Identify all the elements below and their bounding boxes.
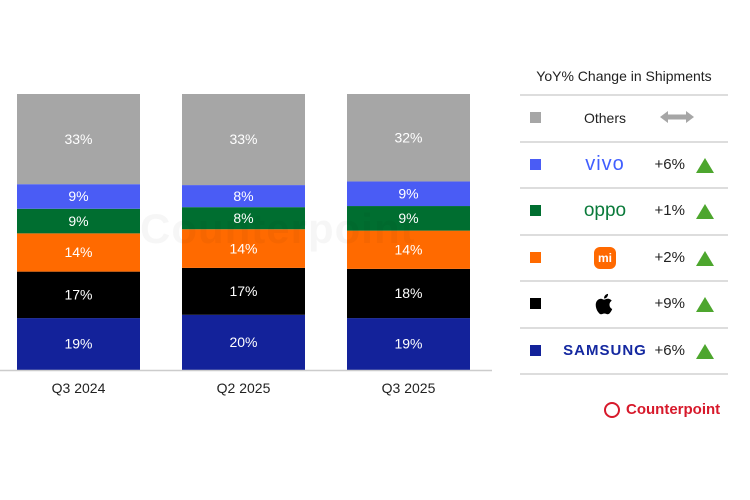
oppo-change: +1% bbox=[654, 202, 685, 219]
samsung-swatch bbox=[530, 344, 541, 356]
data-label: 8% bbox=[233, 210, 253, 226]
legend-row-samsung: SAMSUNG +6% bbox=[520, 329, 728, 375]
up-triangle-icon bbox=[696, 297, 714, 312]
bar-segment-oppo bbox=[182, 207, 305, 230]
bar-segment-xiaomi bbox=[347, 230, 470, 269]
bar-segment-others bbox=[347, 94, 470, 182]
data-label: 17% bbox=[229, 283, 257, 299]
data-label: 9% bbox=[398, 185, 418, 201]
bar-segment-xiaomi bbox=[182, 229, 305, 268]
legend-row-apple: +9% bbox=[520, 282, 728, 329]
bar-segment-samsung bbox=[17, 318, 140, 370]
up-triangle-icon bbox=[696, 343, 714, 359]
xiaomi-swatch bbox=[530, 251, 541, 263]
samsung-logo: SAMSUNG bbox=[563, 342, 647, 359]
double-arrow-icon bbox=[660, 111, 694, 123]
bar-segment-vivo bbox=[182, 185, 305, 208]
bar-segment-others bbox=[17, 94, 140, 185]
counterpoint-logo: Counterpoint bbox=[604, 401, 720, 418]
stacked-bar-chart: 19% 17% 14% 9% 9% 33% Q3 2024 20% 17% 14% 8% 8% 33% Q… bbox=[0, 94, 492, 396]
data-label: 19% bbox=[64, 336, 92, 352]
oppo-swatch bbox=[530, 205, 541, 216]
legend-title: YoY% Change in Shipments bbox=[520, 60, 728, 96]
data-label: 17% bbox=[64, 287, 92, 303]
x-tick-label: Q3 2025 bbox=[382, 380, 436, 396]
data-label: 33% bbox=[64, 131, 92, 147]
data-label: 32% bbox=[394, 129, 422, 145]
data-label: 19% bbox=[394, 336, 422, 352]
data-label: 9% bbox=[398, 210, 418, 226]
vivo-change: +6% bbox=[654, 155, 685, 173]
apple-change: +9% bbox=[654, 295, 685, 312]
vivo-swatch bbox=[530, 158, 541, 170]
up-triangle-icon bbox=[696, 157, 714, 173]
data-label: 9% bbox=[68, 188, 88, 204]
bar-segment-oppo bbox=[17, 208, 140, 234]
bar-segment-xiaomi bbox=[17, 233, 140, 272]
counterpoint-logo-icon bbox=[604, 401, 620, 418]
bar-segment-samsung bbox=[182, 314, 305, 370]
bar-segment-vivo bbox=[347, 181, 470, 207]
bar-segment-oppo bbox=[347, 206, 470, 231]
oppo-logo: oppo bbox=[583, 200, 627, 221]
data-label: 18% bbox=[394, 285, 422, 301]
xiaomi-logo: mi bbox=[560, 236, 650, 280]
data-label: 8% bbox=[233, 188, 253, 204]
x-tick-label: Q2 2025 bbox=[217, 380, 271, 396]
x-tick-label: Q3 2024 bbox=[52, 380, 106, 396]
up-triangle-icon bbox=[696, 250, 714, 266]
others-swatch bbox=[530, 112, 541, 123]
up-triangle-icon bbox=[696, 204, 714, 219]
vivo-logo: vivo bbox=[585, 153, 625, 175]
bar-segment-vivo bbox=[17, 184, 140, 209]
data-label: 9% bbox=[68, 213, 88, 229]
brand-name-others: Others bbox=[583, 110, 626, 126]
apple-logo-icon bbox=[560, 282, 650, 326]
bar-segment-apple bbox=[17, 271, 140, 319]
bar-segment-samsung bbox=[347, 318, 470, 370]
legend-row-others: Others bbox=[520, 96, 728, 143]
samsung-change: +6% bbox=[654, 341, 685, 359]
apple-swatch bbox=[530, 298, 541, 309]
bar-segment-apple bbox=[182, 267, 305, 315]
data-label: 14% bbox=[394, 241, 422, 257]
logo-text: Counterpoint bbox=[626, 401, 721, 418]
legend-row-vivo: vivo +6% bbox=[520, 143, 728, 189]
legend-row-xiaomi: mi +2% bbox=[520, 236, 728, 282]
data-label: 14% bbox=[64, 244, 92, 260]
xiaomi-change: +2% bbox=[654, 248, 685, 266]
data-label: 14% bbox=[229, 240, 257, 256]
bar-segment-apple bbox=[347, 268, 470, 319]
legend-row-oppo: oppo +1% bbox=[520, 189, 728, 236]
legend: YoY% Change in Shipments Others vivo +6%… bbox=[520, 60, 728, 375]
data-label: 20% bbox=[229, 334, 257, 350]
data-label: 33% bbox=[229, 131, 257, 147]
bar-segment-others bbox=[182, 94, 305, 186]
